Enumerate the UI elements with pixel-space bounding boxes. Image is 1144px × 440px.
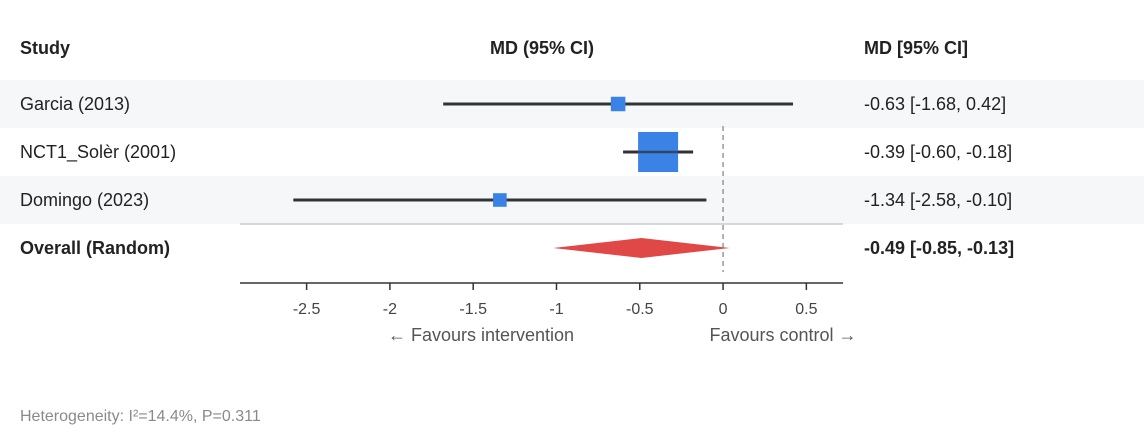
study-label: NCT1_Solèr (2001) xyxy=(20,142,177,162)
study-effect-square xyxy=(493,193,507,207)
x-tick-label: 0 xyxy=(719,301,728,318)
x-tick-label: -1 xyxy=(549,301,563,318)
overall-label: Overall (Random) xyxy=(20,238,171,258)
plot-column-header: MD (95% CI) xyxy=(489,38,595,58)
x-tick-label: 0.5 xyxy=(795,301,817,318)
study-ci-text: -0.63 [-1.68, 0.42] xyxy=(864,94,1007,114)
study-label: Domingo (2023) xyxy=(20,190,150,210)
ci-column-header: MD [95% CI] xyxy=(864,38,969,58)
x-tick-label: -1.5 xyxy=(459,301,487,318)
study-column-header: Study xyxy=(20,38,71,58)
favours-control-label: Favours control → xyxy=(709,325,856,345)
study-effect-square xyxy=(610,96,626,112)
study-ci-text: -0.39 [-0.60, -0.18] xyxy=(864,142,1013,162)
x-tick-label: -2.5 xyxy=(293,301,321,318)
study-ci-text: -1.34 [-2.58, -0.10] xyxy=(864,190,1013,210)
x-tick-label: -2 xyxy=(383,301,397,318)
favours-intervention-label: ← Favours intervention xyxy=(388,325,574,345)
overall-diamond xyxy=(553,238,730,258)
heterogeneity-footnote: Heterogeneity: I²=14.4%, P=0.311 xyxy=(20,408,261,425)
x-tick-label: -0.5 xyxy=(626,301,654,318)
overall-ci-text: -0.49 [-0.85, -0.13] xyxy=(864,238,1015,258)
study-label: Garcia (2013) xyxy=(20,94,131,114)
